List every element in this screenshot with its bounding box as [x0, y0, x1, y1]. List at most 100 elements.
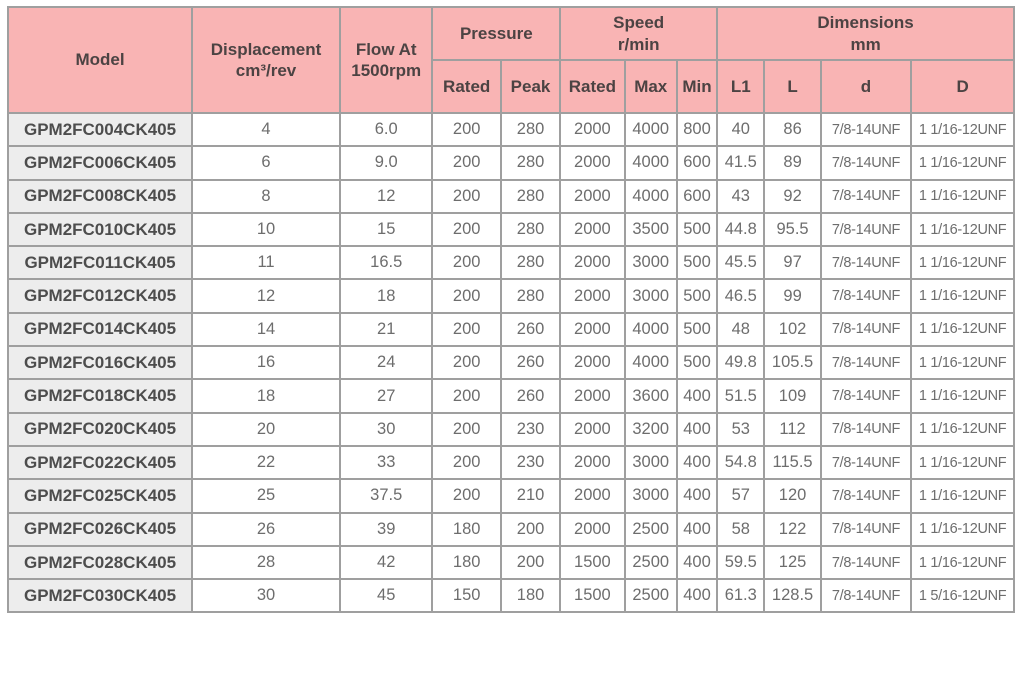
table-row: GPM2FC006CK405 6 9.0 200 280 2000 4000 600 41.5 8… [6, 145, 1015, 181]
cell-speed-max: 3200 [623, 411, 678, 447]
cell-dim-d: 7/8-14UNF [819, 245, 913, 281]
col-header-flow: Flow At 1500rpm [338, 6, 434, 114]
cell-speed-min: 500 [675, 245, 719, 281]
cell-dim-l1: 46.5 [716, 278, 766, 314]
cell-dim-l1: 57 [716, 478, 766, 514]
cell-model: GPM2FC016CK405 [6, 345, 194, 381]
cell-dim-d: 7/8-14UNF [819, 411, 913, 447]
col-header-dim-l1: L1 [716, 59, 766, 114]
cell-speed-min: 400 [675, 411, 719, 447]
cell-pressure-peak: 260 [499, 345, 562, 381]
col-header-pressure-rated: Rated [431, 59, 502, 114]
cell-speed-min: 800 [675, 111, 719, 148]
cell-speed-rated: 2000 [559, 245, 626, 281]
table-row: GPM2FC022CK405 22 33 200 230 2000 3000 400 54.8 1… [6, 444, 1015, 481]
table-row: GPM2FC008CK405 8 12 200 280 2000 4000 600 43 92 7/… [6, 178, 1015, 214]
cell-dim-cap-d: 1 1/16-12UNF [910, 245, 1015, 281]
table-row: GPM2FC010CK405 10 15 200 280 2000 3500 500 44.8 9… [6, 211, 1015, 248]
cell-dim-d: 7/8-14UNF [819, 478, 913, 514]
cell-model: GPM2FC026CK405 [6, 511, 194, 547]
table-row: GPM2FC012CK405 12 18 200 280 2000 3000 500 46.5 9… [6, 278, 1015, 314]
cell-flow: 18 [338, 278, 434, 314]
cell-speed-max: 4000 [623, 111, 678, 148]
cell-speed-max: 4000 [623, 311, 678, 348]
table-row: GPM2FC016CK405 16 24 200 260 2000 4000 500 49.8 1… [6, 345, 1015, 381]
cell-pressure-peak: 200 [499, 544, 562, 581]
cell-displacement: 16 [191, 345, 341, 381]
cell-model: GPM2FC011CK405 [6, 245, 194, 281]
cell-displacement: 14 [191, 311, 341, 348]
cell-dim-l: 105.5 [763, 345, 822, 381]
cell-displacement: 8 [191, 178, 341, 214]
cell-speed-min: 500 [675, 211, 719, 248]
cell-pressure-peak: 280 [499, 178, 562, 214]
cell-dim-l: 95.5 [763, 211, 822, 248]
cell-displacement: 18 [191, 378, 341, 414]
cell-pressure-peak: 280 [499, 245, 562, 281]
cell-model: GPM2FC030CK405 [6, 578, 194, 614]
cell-pressure-peak: 200 [499, 511, 562, 547]
table-row: GPM2FC018CK405 18 27 200 260 2000 3600 400 51.5 1… [6, 378, 1015, 414]
cell-flow: 24 [338, 345, 434, 381]
cell-pressure-peak: 280 [499, 111, 562, 148]
cell-model: GPM2FC012CK405 [6, 278, 194, 314]
cell-dim-cap-d: 1 1/16-12UNF [910, 411, 1015, 447]
cell-flow: 42 [338, 544, 434, 581]
cell-dim-cap-d: 1 1/16-12UNF [910, 211, 1015, 248]
cell-model: GPM2FC020CK405 [6, 411, 194, 447]
cell-speed-max: 4000 [623, 345, 678, 381]
table-row: GPM2FC014CK405 14 21 200 260 2000 4000 500 48 102… [6, 311, 1015, 348]
cell-dim-d: 7/8-14UNF [819, 444, 913, 481]
cell-dim-l1: 49.8 [716, 345, 766, 381]
cell-dim-l: 102 [763, 311, 822, 348]
col-group-dimensions: Dimensions mm [716, 6, 1015, 61]
header-group-row: Model Displacement cm³/rev Flow At 1500r… [6, 6, 1015, 114]
cell-displacement: 30 [191, 578, 341, 614]
cell-dim-d: 7/8-14UNF [819, 511, 913, 547]
table-body: GPM2FC004CK405 4 6.0 200 280 2000 4000 800 40 86 7… [6, 111, 1015, 614]
cell-pressure-rated: 200 [431, 111, 502, 148]
cell-speed-rated: 2000 [559, 211, 626, 248]
cell-pressure-rated: 200 [431, 345, 502, 381]
col-group-speed: Speed r/min [559, 6, 719, 61]
col-header-displacement: Displacement cm³/rev [191, 6, 341, 114]
cell-pressure-rated: 200 [431, 444, 502, 481]
cell-dim-l: 109 [763, 378, 822, 414]
cell-pressure-rated: 150 [431, 578, 502, 614]
cell-displacement: 10 [191, 211, 341, 248]
cell-model: GPM2FC010CK405 [6, 211, 194, 248]
cell-dim-l1: 54.8 [716, 444, 766, 481]
table-row: GPM2FC030CK405 30 45 150 180 1500 2500 400 61.3 1… [6, 578, 1015, 614]
cell-dim-d: 7/8-14UNF [819, 178, 913, 214]
cell-dim-l: 122 [763, 511, 822, 547]
col-header-speed-max: Max [623, 59, 678, 114]
cell-dim-cap-d: 1 1/16-12UNF [910, 478, 1015, 514]
cell-speed-rated: 2000 [559, 111, 626, 148]
cell-dim-l1: 61.3 [716, 578, 766, 614]
table-row: GPM2FC004CK405 4 6.0 200 280 2000 4000 800 40 86 7… [6, 111, 1015, 148]
cell-speed-max: 3000 [623, 278, 678, 314]
cell-pressure-rated: 200 [431, 411, 502, 447]
pump-spec-table: Model Displacement cm³/rev Flow At 1500r… [6, 6, 1015, 614]
cell-displacement: 6 [191, 145, 341, 181]
cell-dim-l1: 48 [716, 311, 766, 348]
cell-dim-cap-d: 1 1/16-12UNF [910, 311, 1015, 348]
cell-dim-d: 7/8-14UNF [819, 378, 913, 414]
cell-speed-min: 400 [675, 578, 719, 614]
cell-pressure-rated: 200 [431, 278, 502, 314]
cell-speed-min: 500 [675, 345, 719, 381]
cell-dim-l1: 44.8 [716, 211, 766, 248]
col-header-pressure-peak: Peak [499, 59, 562, 114]
cell-pressure-peak: 280 [499, 211, 562, 248]
cell-dim-l: 92 [763, 178, 822, 214]
cell-dim-cap-d: 1 1/16-12UNF [910, 111, 1015, 148]
cell-dim-l1: 59.5 [716, 544, 766, 581]
cell-displacement: 11 [191, 245, 341, 281]
cell-dim-l1: 53 [716, 411, 766, 447]
cell-dim-l: 97 [763, 245, 822, 281]
cell-dim-d: 7/8-14UNF [819, 278, 913, 314]
cell-dim-l: 89 [763, 145, 822, 181]
cell-model: GPM2FC025CK405 [6, 478, 194, 514]
cell-dim-l: 99 [763, 278, 822, 314]
